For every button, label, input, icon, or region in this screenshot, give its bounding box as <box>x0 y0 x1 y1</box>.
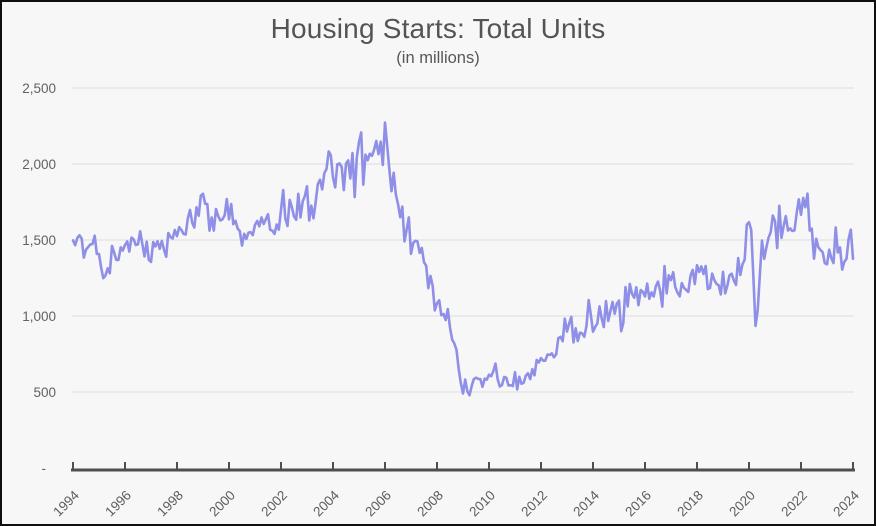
chart-subtitle: (in millions) <box>396 49 480 67</box>
x-tick-label: 2020 <box>726 488 758 520</box>
x-tick-label: 2016 <box>622 488 654 520</box>
x-tick-label: 2006 <box>362 488 394 520</box>
x-tick-label: 2002 <box>258 488 290 520</box>
x-tick-label: 2022 <box>778 488 810 520</box>
x-tick-label: 2008 <box>414 488 446 520</box>
y-tick-label: 2,000 <box>22 157 56 172</box>
x-tick-label: 1998 <box>154 488 186 520</box>
x-tick-label: 1996 <box>102 488 134 520</box>
x-tick-label: 2012 <box>518 488 550 520</box>
chart-title: Housing Starts: Total Units <box>270 13 606 44</box>
x-tick-label: 2014 <box>570 487 602 519</box>
x-tick-label: 1994 <box>50 487 82 519</box>
gridlines <box>72 87 854 393</box>
x-axis-labels: 1994 1996 1998 2000 2002 2004 2006 2008 2010 2012… <box>50 487 862 519</box>
x-tick-label: 2010 <box>466 488 498 520</box>
y-axis-labels: - 500 1,000 1,500 2,000 2,500 <box>22 81 56 476</box>
x-tick-label: 2004 <box>310 487 342 519</box>
housing-starts-line <box>71 121 855 397</box>
x-tick-label: 2024 <box>830 487 862 519</box>
x-tick-label: 2018 <box>674 488 706 520</box>
y-tick-label: 500 <box>33 385 56 400</box>
y-tick-label: - <box>42 461 47 476</box>
y-tick-label: 2,500 <box>22 81 56 96</box>
x-axis <box>71 462 855 472</box>
x-tick-label: 2000 <box>206 488 238 520</box>
y-tick-label: 1,500 <box>22 233 56 248</box>
y-tick-label: 1,000 <box>22 309 56 324</box>
